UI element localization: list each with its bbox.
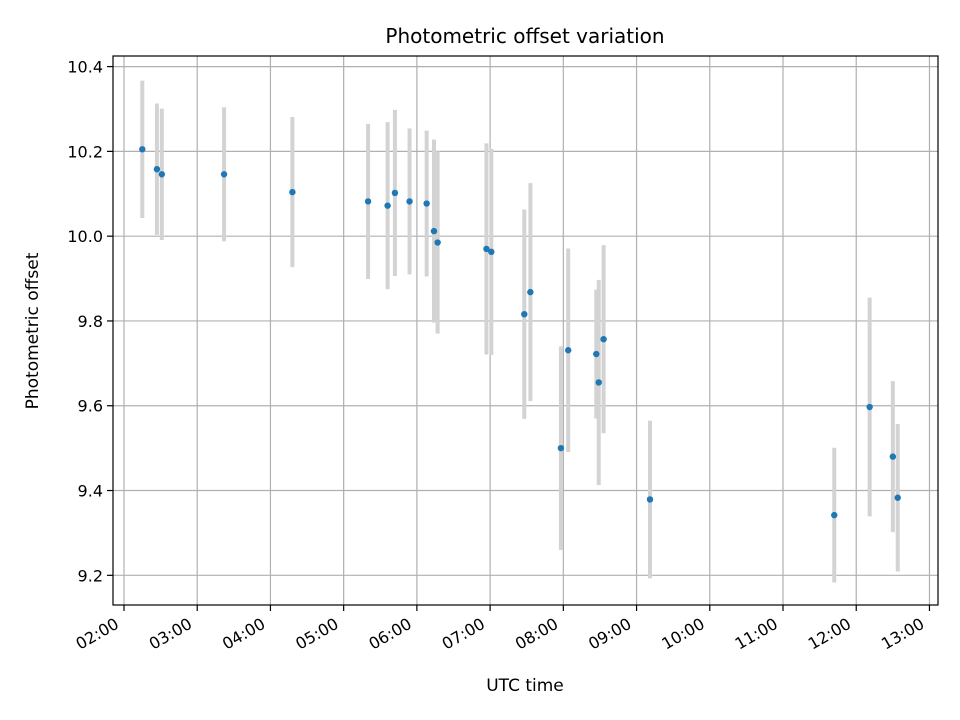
- data-point: [488, 248, 495, 256]
- y-tick-label: 9.4: [78, 482, 103, 501]
- data-point: [521, 310, 528, 318]
- data-point: [406, 198, 413, 205]
- x-tick-label: 04:00: [219, 614, 268, 654]
- x-axis-ticks: 02:00 03:00 04:00 05:00 06:00 07:00 08:00 09:00…: [73, 605, 931, 654]
- y-tick-label: 10.4: [67, 58, 103, 77]
- data-points: [139, 146, 901, 519]
- data-point: [557, 444, 565, 452]
- data-point: [139, 146, 146, 153]
- y-axis-label: Photometric offset: [23, 252, 43, 409]
- data-point: [289, 188, 296, 196]
- y-axis-ticks: 9.2 9.4 9.6 9.8 10.0 10.2 10.4: [67, 58, 113, 585]
- data-point: [430, 227, 438, 235]
- x-tick-label: 08:00: [512, 614, 561, 654]
- x-tick-label: 10:00: [658, 614, 707, 654]
- data-point: [527, 288, 534, 296]
- data-point: [220, 171, 228, 178]
- data-point: [595, 379, 602, 386]
- y-tick-label: 9.2: [78, 566, 103, 585]
- x-tick-label: 09:00: [585, 614, 634, 654]
- y-tick-label: 9.8: [78, 312, 103, 331]
- x-tick-label: 02:00: [73, 614, 122, 654]
- data-point: [889, 453, 897, 460]
- x-axis-label: UTC time: [486, 676, 564, 696]
- x-tick-label: 05:00: [292, 614, 341, 654]
- plot-frame: [112, 55, 939, 606]
- error-bars: [140, 80, 900, 583]
- x-tick-label: 13:00: [878, 614, 927, 654]
- data-point: [483, 245, 490, 253]
- y-tick-label: 10.0: [67, 227, 103, 246]
- data-point: [434, 239, 441, 246]
- data-point: [384, 202, 391, 209]
- data-point: [831, 511, 838, 519]
- data-point: [153, 165, 161, 173]
- data-point: [391, 189, 399, 197]
- x-tick-label: 11:00: [732, 614, 781, 654]
- y-tick-label: 10.2: [67, 142, 103, 161]
- data-point: [866, 403, 873, 411]
- data-point: [423, 200, 430, 207]
- data-point: [600, 335, 607, 343]
- data-point: [593, 350, 600, 358]
- x-tick-label: 12:00: [805, 614, 854, 654]
- x-tick-label: 06:00: [365, 614, 414, 654]
- data-point: [364, 198, 372, 205]
- data-point: [894, 494, 901, 501]
- data-point: [646, 496, 654, 503]
- data-point: [565, 347, 572, 354]
- y-tick-label: 9.6: [78, 397, 103, 416]
- x-tick-label: 03:00: [146, 614, 195, 654]
- data-point: [158, 171, 166, 178]
- x-tick-label: 07:00: [439, 614, 488, 654]
- chart-title: Photometric offset variation: [385, 24, 664, 48]
